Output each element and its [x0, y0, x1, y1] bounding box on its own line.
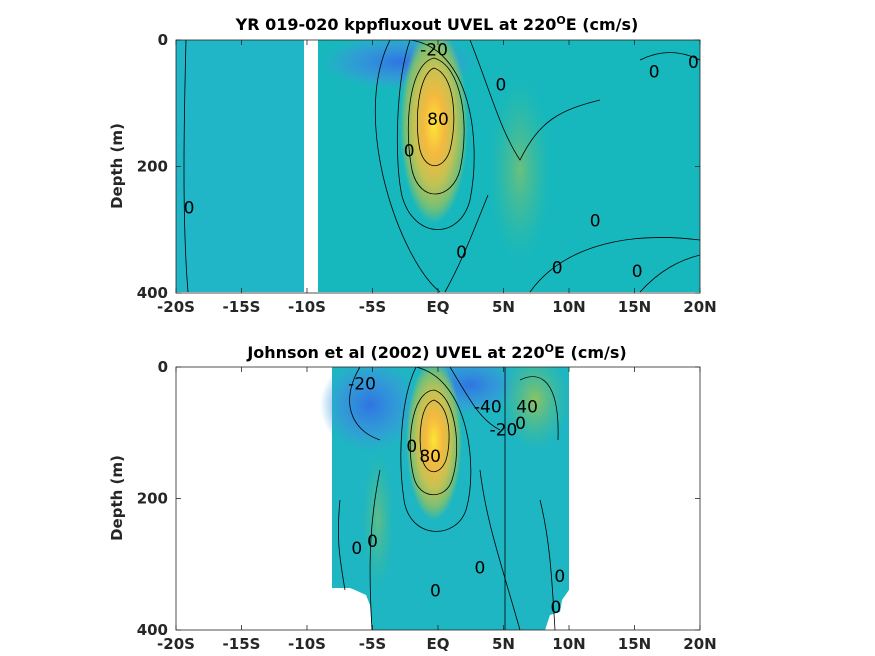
contour-label: -20 — [490, 420, 518, 440]
contour-label: 0 — [430, 582, 441, 602]
contour-label: -40 — [474, 397, 502, 417]
contour-label: 0 — [184, 199, 195, 219]
panel-johnson: Johnson et al (2002) UVEL at 220OE (cm/s… — [108, 342, 717, 653]
contour-label: 0 — [632, 262, 643, 282]
y-axis-label: Depth (m) — [108, 123, 126, 209]
x-tick-label: 15N — [618, 298, 651, 316]
x-tick-label: 5N — [492, 298, 515, 316]
x-tick-label: -15S — [223, 635, 261, 653]
x-tick-label: EQ — [427, 635, 450, 653]
x-tick-label: EQ — [427, 298, 450, 316]
y-tick-label: 400 — [137, 621, 168, 639]
contour-lines — [337, 367, 559, 630]
x-tick-label: -20S — [157, 635, 195, 653]
axis-ticks: -20S -15S -10S -5S EQ 5N 10N 15N 20N 0 200 400 — [137, 31, 717, 316]
x-tick-label: 20N — [683, 298, 716, 316]
northern-jet — [501, 367, 569, 450]
contour-label-layer: -20 0 0 0 80 0 0 0 0 0 0 — [184, 40, 699, 281]
southern-tongue — [362, 450, 394, 590]
contour-label: 80 — [419, 447, 441, 467]
contour-label: -20 — [420, 40, 448, 60]
x-tick-label: 10N — [552, 298, 585, 316]
contour-label: 0 — [351, 539, 362, 559]
contour-label: 0 — [550, 598, 561, 618]
field-block-west — [176, 40, 304, 292]
contour-label: 80 — [427, 110, 449, 130]
x-tick-label: 15N — [618, 635, 651, 653]
y-axis-label: Depth (m) — [108, 455, 126, 541]
x-tick-label: -5S — [359, 298, 386, 316]
panel-kpp-title: YR 019-020 kppfluxout UVEL at 220OE (cm/… — [235, 14, 639, 34]
y-tick-label: 200 — [137, 490, 168, 508]
westward-current-blob — [320, 367, 420, 453]
x-tick-label: -10S — [288, 298, 326, 316]
contour-label: 0 — [590, 211, 601, 231]
contour-label: 0 — [554, 567, 565, 587]
title-sup: O — [556, 14, 565, 27]
y-tick-label: 200 — [137, 158, 168, 176]
contour-label: -20 — [348, 374, 376, 394]
contour-label: 0 — [495, 75, 506, 95]
contour-label: 0 — [406, 437, 417, 457]
title-tail: E (cm/s) — [566, 15, 639, 34]
contour-label: 0 — [515, 414, 526, 434]
x-tick-label: 10N — [552, 635, 585, 653]
x-tick-label: 5N — [492, 635, 515, 653]
equatorial-undercurrent — [406, 367, 462, 520]
contour-label: 0 — [649, 63, 660, 83]
contour-label: 0 — [456, 243, 467, 263]
x-tick-label: -10S — [288, 635, 326, 653]
northern-tongue — [490, 80, 550, 260]
panel-kpp-field: -20 0 0 0 80 0 0 0 0 0 0 — [176, 40, 700, 293]
x-tick-label: -5S — [359, 635, 386, 653]
contour-lines — [183, 40, 700, 293]
y-tick-label: 0 — [158, 358, 168, 376]
contour-label: 0 — [688, 53, 699, 73]
x-tick-label: -15S — [223, 298, 261, 316]
x-tick-label: -20S — [157, 298, 195, 316]
contour-label: 0 — [367, 532, 378, 552]
title-main: YR 019-020 kppfluxout UVEL at 220 — [235, 15, 557, 34]
contour-label: 0 — [552, 259, 563, 279]
contour-label: 0 — [475, 559, 486, 579]
panel-kpp: YR 019-020 kppfluxout UVEL at 220OE (cm/… — [108, 14, 717, 316]
y-tick-label: 400 — [137, 284, 168, 302]
contour-label: 0 — [404, 142, 415, 162]
y-tick-label: 0 — [158, 31, 168, 49]
equatorial-undercurrent — [400, 40, 468, 223]
title-sup: O — [545, 342, 554, 355]
contour-label: 40 — [516, 397, 538, 417]
title-main: Johnson et al (2002) UVEL at 220 — [246, 343, 544, 362]
x-tick-label: 20N — [683, 635, 716, 653]
title-tail: E (cm/s) — [554, 343, 627, 362]
panel-johnson-title: Johnson et al (2002) UVEL at 220OE (cm/s… — [246, 342, 626, 362]
